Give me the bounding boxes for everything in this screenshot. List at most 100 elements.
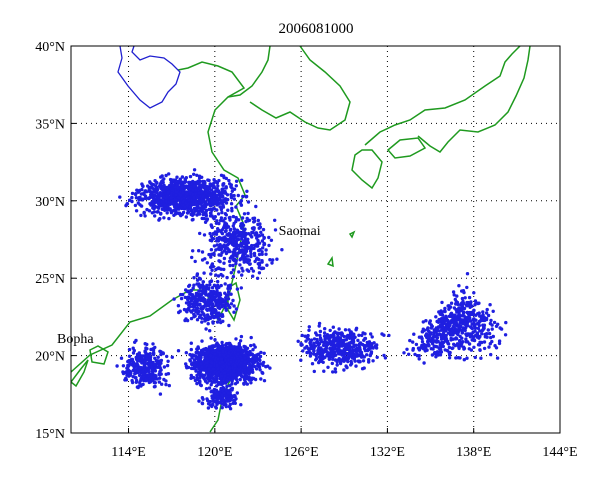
storm-point <box>371 346 375 350</box>
storm-point <box>190 293 195 297</box>
storm-point <box>270 261 274 265</box>
storm-point <box>203 319 207 323</box>
storm-point <box>218 243 222 247</box>
storm-point <box>217 285 221 290</box>
storm-point <box>147 367 151 371</box>
storm-point <box>488 303 492 307</box>
storm-point <box>436 339 440 344</box>
storm-point <box>204 191 208 195</box>
storm-point <box>126 359 130 364</box>
storm-point <box>134 209 139 213</box>
storm-point <box>153 363 157 367</box>
storm-point <box>200 209 205 214</box>
storm-point <box>220 360 225 364</box>
y-tick-label: 40°N <box>35 40 65 55</box>
storm-point <box>137 366 142 371</box>
storm-point <box>205 313 210 317</box>
storm-point <box>143 189 147 194</box>
storm-point <box>209 224 214 228</box>
storm-point <box>234 179 239 183</box>
storm-point <box>257 252 262 257</box>
storm-point <box>217 259 221 263</box>
storm-point <box>194 200 198 205</box>
storm-point <box>199 355 203 360</box>
storm-point <box>214 179 218 184</box>
storm-point <box>156 201 161 206</box>
storm-point <box>309 351 313 355</box>
storm-point <box>436 333 440 337</box>
storm-point <box>350 350 354 354</box>
storm-point <box>439 350 444 354</box>
japan-shikoku-coastline <box>386 137 427 159</box>
storm-point <box>192 211 196 215</box>
storm-point <box>216 189 221 193</box>
storm-point <box>219 357 224 361</box>
storm-point <box>299 358 303 362</box>
storm-point <box>493 344 497 348</box>
storm-point <box>133 340 137 344</box>
storm-point <box>239 224 243 228</box>
storm-point <box>152 375 156 379</box>
storm-point <box>214 273 218 277</box>
storm-point <box>200 190 204 194</box>
storm-point <box>265 263 269 267</box>
storm-point <box>322 369 326 373</box>
storm-point <box>191 217 195 222</box>
storm-point <box>256 218 260 223</box>
storm-point <box>357 333 361 337</box>
storm-point <box>195 273 199 278</box>
storm-point <box>188 290 192 295</box>
storm-point <box>217 293 221 298</box>
storm-point <box>255 276 260 280</box>
ryukyu-island-1 <box>326 255 334 268</box>
storm-point <box>169 199 174 203</box>
storm-point <box>242 382 246 386</box>
storm-point <box>252 216 257 220</box>
storm-point <box>210 347 214 351</box>
storm-point <box>411 340 415 344</box>
storm-point <box>119 356 124 360</box>
storm-point <box>360 355 364 359</box>
storm-point <box>243 356 247 360</box>
storm-point <box>414 342 419 347</box>
storm-point <box>236 243 240 248</box>
storm-point <box>189 296 194 300</box>
storm-point <box>361 359 366 363</box>
storm-point <box>201 280 205 284</box>
storm-point <box>461 328 465 332</box>
storm-point <box>134 362 139 366</box>
storm-point <box>230 379 234 384</box>
storm-point <box>221 174 226 178</box>
storm-point <box>464 337 468 341</box>
storm-point <box>138 380 142 385</box>
storm-point <box>207 379 212 383</box>
storm-point <box>471 330 475 334</box>
storm-point <box>234 205 238 209</box>
storm-point <box>246 219 250 223</box>
storm-point <box>463 322 467 326</box>
storm-point <box>219 253 223 257</box>
storm-point <box>225 193 230 197</box>
storm-point <box>200 373 204 377</box>
storm-point <box>192 172 196 176</box>
storm-point <box>375 355 379 359</box>
storm-point <box>167 383 171 388</box>
x-tick-label: 114°E <box>111 445 146 460</box>
storm-point <box>227 366 232 371</box>
storm-point <box>247 269 251 273</box>
storm-point <box>440 318 444 323</box>
storm-point <box>216 382 221 387</box>
storm-point <box>210 375 214 379</box>
storm-point <box>245 259 250 263</box>
storm-point <box>200 200 205 204</box>
storm-point <box>232 393 237 398</box>
storm-point <box>323 347 327 351</box>
storm-point <box>296 339 300 343</box>
storm-point <box>215 320 220 324</box>
storm-point <box>495 356 500 360</box>
storm-point <box>159 212 163 216</box>
storm-point <box>153 193 157 198</box>
storm-point <box>179 181 183 185</box>
storm-point <box>494 324 499 328</box>
storm-point <box>138 195 142 200</box>
